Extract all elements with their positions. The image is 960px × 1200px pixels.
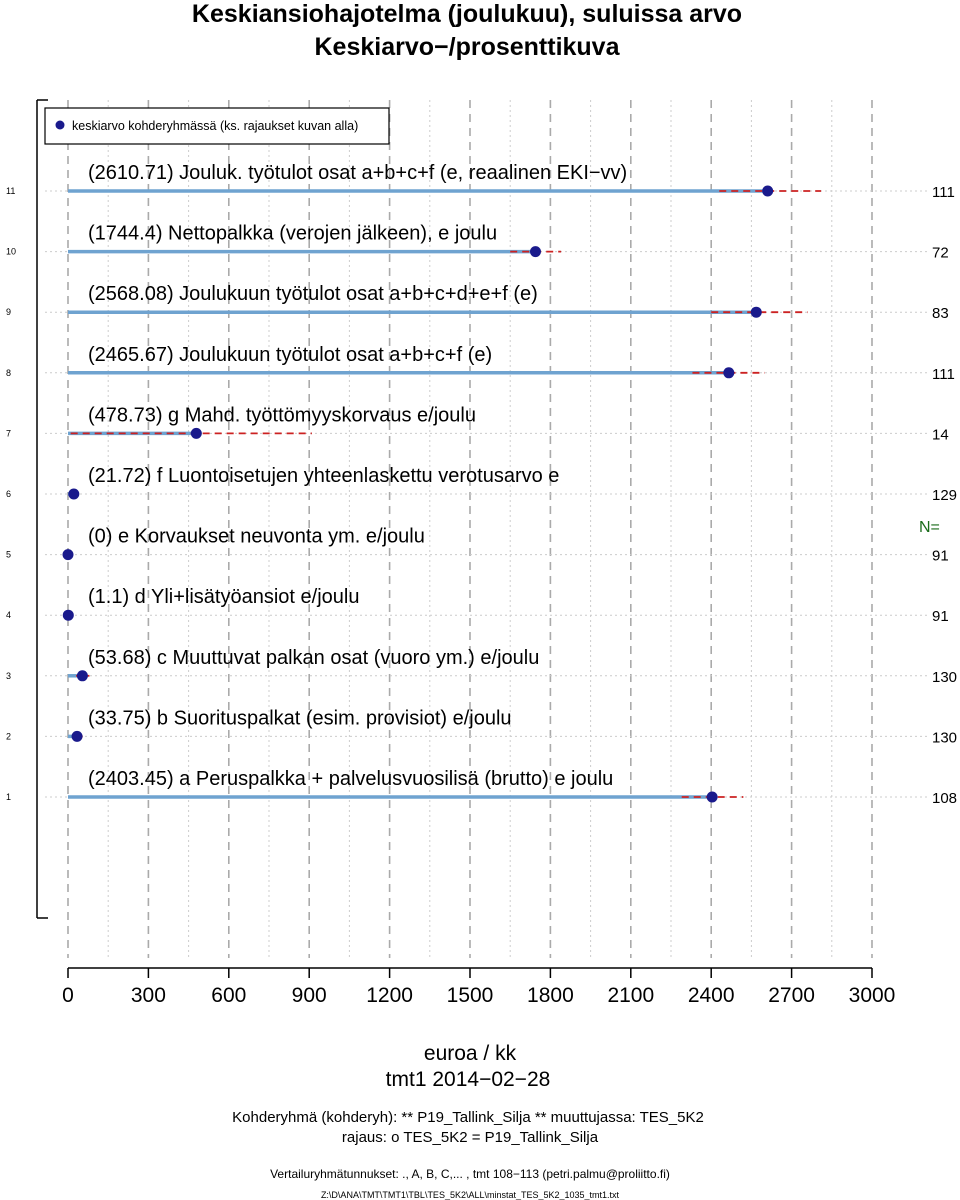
row-n-value: 111	[932, 184, 955, 201]
mean-point	[62, 609, 74, 621]
x-tick-label: 3000	[849, 984, 896, 1007]
row-label: (0) e Korvaukset neuvonta ym. e/joulu	[88, 526, 425, 548]
x-tick-label: 0	[62, 984, 74, 1007]
row-index: 6	[6, 489, 11, 499]
row-index: 9	[6, 307, 11, 317]
row-index: 3	[6, 671, 11, 681]
chart-subtitle: Keskiarvo−/prosenttikuva	[314, 33, 620, 61]
row-index: 2	[6, 731, 11, 741]
x-tick-label: 900	[292, 984, 327, 1007]
row-index: 1	[6, 792, 11, 802]
row-label: (2610.71) Jouluk. työtulot osat a+b+c+f …	[88, 162, 627, 184]
x-tick-label: 1800	[527, 984, 574, 1007]
mean-point	[76, 670, 88, 682]
mean-point	[706, 791, 718, 803]
x-tick-label: 2100	[607, 984, 654, 1007]
row-n-value: 108	[932, 790, 957, 807]
x-tick-label: 600	[211, 984, 246, 1007]
mean-point	[68, 488, 80, 500]
row-label: (2403.45) a Peruspalkka + palvelusvuosil…	[88, 768, 613, 790]
row-index: 7	[6, 428, 11, 438]
row-index: 8	[6, 368, 11, 378]
legend: keskiarvo kohderyhmässä (ks. rajaukset k…	[44, 107, 390, 145]
row-label: (1.1) d Yli+lisätyöansiot e/joulu	[88, 586, 359, 608]
legend-point-icon	[55, 120, 65, 130]
x-ticks: 0 300 600 900 1200 1500 1800 2100 2400 2700 3000	[62, 968, 895, 1007]
x-tick-label: 2400	[688, 984, 735, 1007]
row-label: (53.68) c Muuttuvat palkan osat (vuoro y…	[88, 647, 539, 669]
row-label: (33.75) b Suorituspalkat (esim. provisio…	[88, 707, 512, 729]
mean-point	[529, 246, 541, 258]
x-axis-label: euroa / kk	[424, 1042, 517, 1065]
n-label: N=	[919, 519, 940, 536]
row-label: (21.72) f Luontoisetujen yhteenlaskettu …	[88, 465, 559, 487]
row-n-value: 14	[932, 426, 949, 443]
row-label: (2465.67) Joulukuun työtulot osat a+b+c+…	[88, 344, 492, 366]
row-n-value: 129	[932, 487, 957, 504]
chart-title: Keskiansiohajotelma (joulukuu), suluissa…	[191, 0, 743, 28]
footer-path: Z:\D\ANA\TMT\TMT1\TBL\TES_5K2\ALL\minsta…	[321, 1190, 620, 1200]
row-n-value: 111	[932, 366, 955, 383]
row-n-value: 130	[932, 729, 957, 746]
row-index: 10	[6, 247, 16, 257]
row-label: (2568.08) Joulukuun työtulot osat a+b+c+…	[88, 283, 538, 305]
x-tick-label: 1500	[447, 984, 494, 1007]
row-index: 11	[6, 186, 15, 196]
footer-restriction: rajaus: o TES_5K2 = P19_Tallink_Silja	[342, 1129, 599, 1146]
mean-point	[750, 306, 762, 318]
mean-point	[62, 549, 74, 561]
legend-frame	[44, 107, 390, 145]
x-tick-label: 1200	[366, 984, 413, 1007]
row-label: (1744.4) Nettopalkka (verojen jälkeen), …	[88, 223, 497, 245]
mean-point	[723, 367, 735, 379]
row-index: 4	[6, 610, 11, 620]
legend-label: keskiarvo kohderyhmässä (ks. rajaukset k…	[72, 119, 358, 133]
row-n-value: 83	[932, 305, 949, 322]
footer-comparison: Vertailuryhmätunnukset: ., A, B, C,... ,…	[270, 1167, 670, 1181]
row-n-value: 130	[932, 669, 957, 686]
mean-point	[762, 185, 774, 197]
mean-point	[71, 730, 83, 742]
row-n-value: 91	[932, 608, 949, 625]
row-index: 5	[6, 550, 11, 560]
footer-target-group: Kohderyhmä (kohderyh): ** P19_Tallink_Si…	[232, 1109, 704, 1126]
x-tick-label: 300	[131, 984, 166, 1007]
grid-lines	[67, 100, 873, 958]
mean-point	[190, 427, 202, 439]
x-tick-label: 2700	[768, 984, 815, 1007]
row-n-value: 91	[932, 548, 949, 565]
row-label: (478.73) g Mahd. työttömyyskorvaus e/jou…	[88, 404, 476, 426]
data-rows: (2610.71) Jouluk. työtulot osat a+b+c+f …	[6, 162, 957, 807]
row-n-value: 72	[932, 245, 949, 262]
footer-date: tmt1 2014−02−28	[386, 1068, 551, 1091]
